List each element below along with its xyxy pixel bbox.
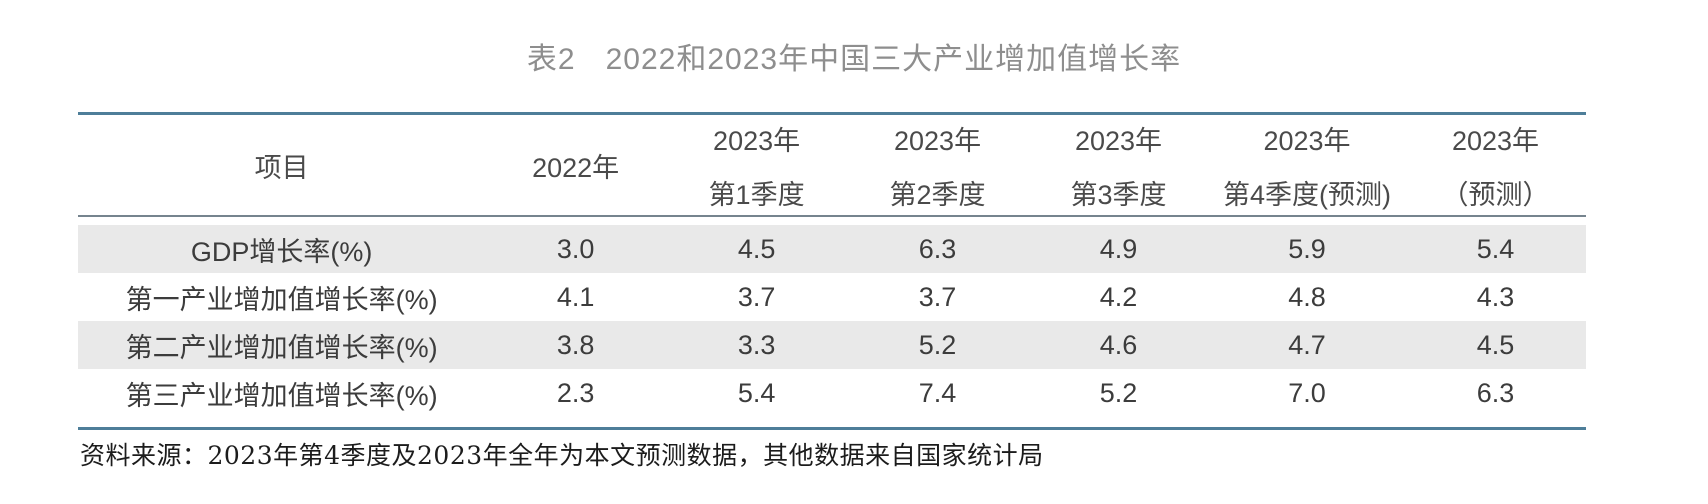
cell-value: 5.9 — [1208, 217, 1405, 273]
row-label: GDP增长率(%) — [78, 217, 486, 273]
cell-value: 4.8 — [1288, 281, 1326, 312]
column-header-line2: 第1季度 — [708, 179, 805, 210]
cell-value: 3.7 — [918, 281, 957, 312]
cell-value: 4.5 — [1405, 321, 1586, 369]
header-row: 项目 2022年 2023年第1季度 2023年第2季度 2023年第3季度 — [78, 115, 1586, 217]
column-header-item: 项目 — [78, 115, 486, 217]
column-header-line1: 2022年 — [532, 152, 620, 183]
cell-value: 5.2 — [1099, 377, 1138, 408]
table-body: GDP增长率(%) 3.0 4.5 6.3 4.9 5.9 5.4 第一产业增加… — [78, 217, 1586, 417]
table-title: 表2 2022和2023年中国三大产业增加值增长率 — [0, 34, 1708, 78]
column-header-2023q3: 2023年第3季度 — [1028, 115, 1209, 217]
row-label: 第一产业增加值增长率(%) — [125, 284, 438, 315]
cell-value: 5.4 — [1405, 217, 1586, 273]
column-header-line1: 2023年 — [1451, 125, 1540, 156]
cell-value: 3.7 — [737, 281, 776, 312]
row-label: 第二产业增加值增长率(%) — [78, 321, 486, 369]
cell-value: 4.9 — [1028, 217, 1209, 273]
cell-value: 3.0 — [485, 217, 667, 273]
cell-value: 6.3 — [847, 217, 1029, 273]
cell-value: 4.3 — [1476, 281, 1515, 312]
column-header-line1: 2023年 — [1074, 125, 1163, 156]
column-header-line1: 项目 — [254, 152, 309, 183]
table-row-secondary-industry: 第二产业增加值增长率(%) 3.8 3.3 5.2 4.6 4.7 4.5 — [78, 321, 1586, 369]
cell-value: 4.5 — [666, 217, 848, 273]
column-header-2023q4-forecast: 2023年第4季度(预测) — [1208, 115, 1405, 217]
column-header-line1: 2023年 — [713, 125, 801, 156]
data-table-container: 项目 2022年 2023年第1季度 2023年第2季度 2023年第3季度 — [78, 112, 1586, 430]
data-source-note: 资料来源：2023年第4季度及2023年全年为本文预测数据，其他数据来自国家统计… — [80, 441, 1044, 470]
column-header-2022: 2022年 — [485, 115, 667, 217]
cell-value: 4.2 — [1099, 281, 1138, 312]
cell-value: 3.3 — [666, 321, 848, 369]
column-header-line2: （预测） — [1441, 179, 1550, 210]
cell-value: 5.2 — [847, 321, 1029, 369]
table-row-gdp: GDP增长率(%) 3.0 4.5 6.3 4.9 5.9 5.4 — [78, 217, 1586, 273]
column-header-line2: 第3季度 — [1070, 179, 1167, 210]
column-header-line1: 2023年 — [894, 125, 982, 156]
cell-value: 4.1 — [556, 281, 595, 312]
data-table: 项目 2022年 2023年第1季度 2023年第2季度 2023年第3季度 — [78, 115, 1586, 417]
table-title-text: 2022和2023年中国三大产业增加值增长率 — [605, 43, 1182, 76]
column-header-2023-forecast: 2023年 （预测） — [1405, 115, 1586, 217]
cell-value: 6.3 — [1476, 377, 1515, 408]
cell-value: 3.8 — [485, 321, 667, 369]
column-header-line2: 第4季度(预测) — [1222, 179, 1391, 210]
cell-value: 4.7 — [1208, 321, 1405, 369]
row-label: 第三产业增加值增长率(%) — [125, 380, 438, 411]
column-header-line2: 第2季度 — [889, 179, 986, 210]
table-header: 项目 2022年 2023年第1季度 2023年第2季度 2023年第3季度 — [78, 115, 1586, 217]
table-row-tertiary-industry: 第三产业增加值增长率(%) 2.3 5.4 7.4 5.2 7.0 6.3 — [78, 369, 1586, 417]
column-header-2023q1: 2023年第1季度 — [666, 115, 848, 217]
table-row-primary-industry: 第一产业增加值增长率(%) 4.1 3.7 3.7 4.2 4.8 4.3 — [78, 273, 1586, 321]
cell-value: 2.3 — [556, 377, 595, 408]
cell-value: 5.4 — [737, 377, 776, 408]
column-header-line1: 2023年 — [1263, 125, 1351, 156]
cell-value: 7.0 — [1288, 377, 1326, 408]
cell-value: 4.6 — [1028, 321, 1209, 369]
cell-value: 7.4 — [918, 377, 957, 408]
column-header-2023q2: 2023年第2季度 — [847, 115, 1029, 217]
table-number: 表2 — [526, 43, 576, 76]
